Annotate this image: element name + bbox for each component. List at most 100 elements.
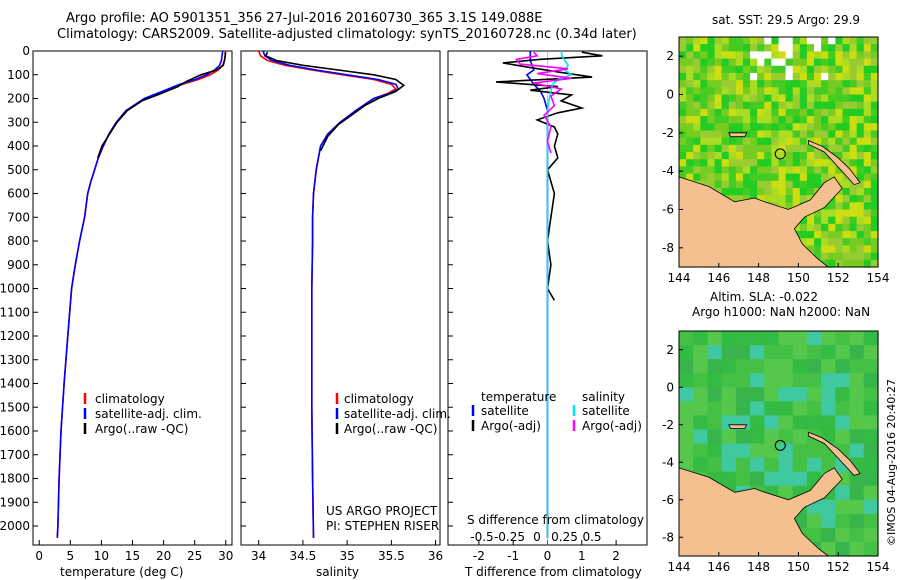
sst-map-cell <box>785 130 794 139</box>
sst-map-cell <box>863 108 872 117</box>
sst-map-cell <box>771 44 780 52</box>
sst-map-cell <box>778 65 787 74</box>
sla-map-cell <box>863 387 879 402</box>
sst-map-cell <box>686 159 694 167</box>
sst-map-cell <box>863 252 872 261</box>
salinity-xtick-label: 34.5 <box>290 549 317 563</box>
sst-map-cell <box>721 144 730 153</box>
sst-map-cell <box>721 94 730 103</box>
sst-map-cell <box>835 44 844 52</box>
temperature-ytick-label: 2000 <box>0 519 30 533</box>
sla-map-cell <box>764 443 780 459</box>
sst-map-cell <box>870 252 879 261</box>
sst-map-cell <box>742 37 751 45</box>
sst-map-cell <box>686 101 694 110</box>
sst-map-cell <box>792 37 801 45</box>
sst-map-cell <box>700 72 709 81</box>
sst-map-cell <box>693 123 701 132</box>
sst-map-cell <box>693 51 701 60</box>
sst-map-cell <box>764 65 772 74</box>
sst-map-cell <box>757 130 765 139</box>
sst-map-cell <box>778 130 787 139</box>
sst-map-cell <box>806 51 815 60</box>
sst-map-cell <box>700 101 709 110</box>
figure-title-line-1: Argo profile: AO 5901351_356 27-Jul-2016… <box>66 11 543 26</box>
sst-map-cell <box>721 123 730 132</box>
sst-map-xtick-label: 154 <box>867 271 890 285</box>
sla-map-xtick-label: 154 <box>867 560 890 574</box>
sst-map-cell <box>700 44 709 52</box>
sst-map-cell <box>742 130 751 139</box>
sst-map-cell <box>821 65 829 74</box>
sst-map-cell <box>750 152 758 160</box>
salinity-xtick-label: 35.5 <box>378 549 405 563</box>
sst-map-cell <box>714 65 723 74</box>
sal-legend-climatology: climatology <box>344 392 414 406</box>
sst-map-cell <box>828 108 836 117</box>
diff-legend-sal-satellite: satellite <box>582 404 630 418</box>
sst-map-cell <box>814 216 822 225</box>
sst-map-cell <box>778 101 787 110</box>
differences-xtick-label: -2 <box>473 549 485 563</box>
sst-map-cell <box>679 152 687 160</box>
sst-map-cell <box>721 65 730 74</box>
sla-map-ytick-label: -2 <box>662 418 674 432</box>
sst-map-cell <box>849 101 858 110</box>
sla-map-ytick-label: -8 <box>662 530 674 544</box>
sst-map-cell <box>764 144 772 153</box>
sst-map-cell <box>785 101 794 110</box>
sst-map-cell <box>806 116 815 124</box>
sst-map-cell <box>835 144 844 153</box>
sst-map-cell <box>742 44 751 52</box>
sst-map-cell <box>828 37 836 45</box>
sla-map-cell <box>792 387 808 402</box>
sla-map-cell <box>693 443 709 459</box>
sst-map-land <box>678 176 843 268</box>
sla-map-cell <box>679 387 694 402</box>
sst-map-cell <box>750 94 758 103</box>
sla-map-cell <box>863 373 879 388</box>
sst-map-cell <box>806 173 815 182</box>
sst-map-cell <box>714 173 723 182</box>
sla-map-cell <box>849 415 865 431</box>
temperature-xlabel: temperature (deg C) <box>60 565 183 579</box>
sst-map-cell <box>735 123 744 132</box>
sla-map-cell <box>735 457 751 473</box>
sst-map-cell <box>693 101 701 110</box>
sst-map-cell <box>700 108 709 117</box>
sst-map-cell <box>728 51 737 60</box>
sla-map-cell <box>821 401 836 416</box>
sst-map-cell <box>735 144 744 153</box>
sst-map-cell <box>693 65 701 74</box>
temp-legend-climatology: climatology <box>95 392 165 406</box>
sst-map-cell <box>870 123 879 132</box>
sst-map-cell <box>707 130 716 139</box>
sst-map-cell <box>785 159 794 167</box>
diff-legend-temp-argo: Argo(-adj) <box>481 419 541 433</box>
sst-map-cell <box>849 108 858 117</box>
sst-map-cell <box>806 108 815 117</box>
sst-map-cell <box>764 116 772 124</box>
sla-map-cell <box>792 443 808 459</box>
sst-map-cell <box>679 144 687 153</box>
sst-map-cell <box>771 137 780 146</box>
sst-map-cell <box>764 72 772 81</box>
sst-map-cell <box>835 123 844 132</box>
sst-map-cell <box>742 159 751 167</box>
sst-map-cell <box>799 137 808 146</box>
sla-map-cell <box>821 359 836 374</box>
sst-map-cell <box>870 152 879 160</box>
sst-map-cell <box>735 166 744 175</box>
sst-map-cell <box>778 144 787 153</box>
sst-map-cell <box>835 94 844 103</box>
sst-map-cell <box>863 152 872 160</box>
sst-map-cell <box>686 80 694 88</box>
sst-map-cell <box>856 137 865 146</box>
sst-map-cell <box>686 65 694 74</box>
sst-map-cell <box>856 152 865 160</box>
temperature-ytick-label: 700 <box>7 210 30 224</box>
sst-map-cell <box>721 51 730 60</box>
sst-map-cell <box>842 180 851 189</box>
sst-map-cell <box>806 37 815 45</box>
